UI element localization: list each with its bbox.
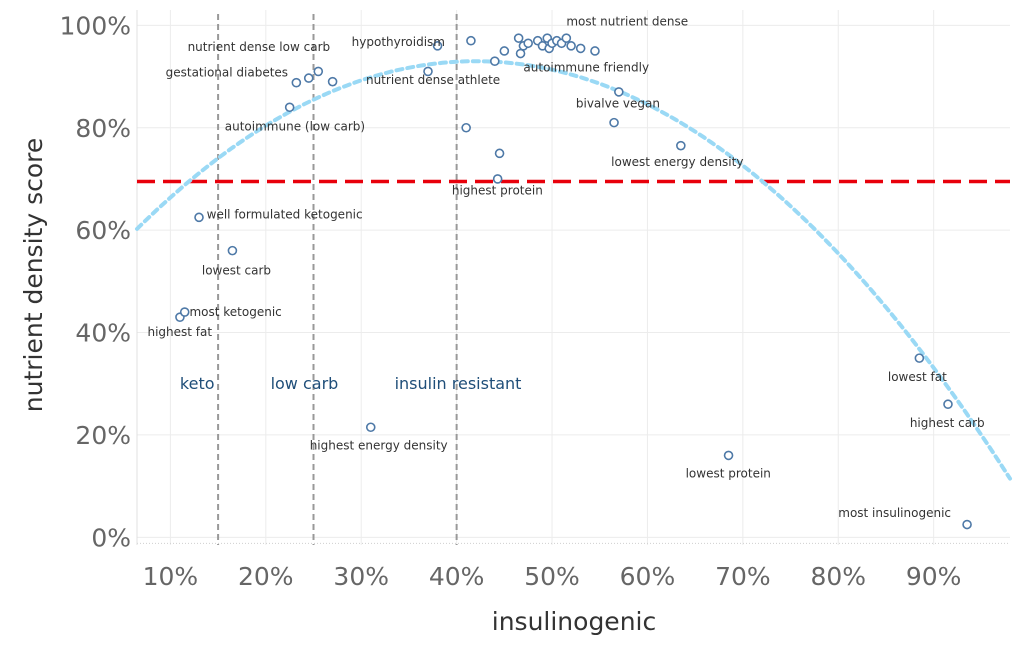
x-tick-label: 80% xyxy=(810,562,866,591)
zone-labels: keto low carb insulin resistant xyxy=(180,374,522,393)
zone-divider-lines xyxy=(217,14,458,545)
axis-ticks: 0% 20% 40% 60% 80% 100% 10% 20% 30% 40% 50% 60% 70% 8… xyxy=(60,11,962,591)
point-label: highest carb xyxy=(910,416,985,430)
point-label: most nutrient dense xyxy=(566,14,688,28)
zone-label: keto xyxy=(180,374,215,393)
data-point xyxy=(365,422,376,433)
point-label: autoimmune friendly xyxy=(523,60,649,74)
point-label: autoimmune (low carb) xyxy=(225,119,365,133)
point-label: lowest energy density xyxy=(611,155,743,169)
x-tick-label: 60% xyxy=(620,562,676,591)
data-points xyxy=(175,33,972,530)
point-label: lowest protein xyxy=(686,466,771,480)
x-tick-label: 40% xyxy=(429,562,485,591)
data-point xyxy=(561,33,572,43)
data-point xyxy=(962,519,972,530)
data-point xyxy=(227,245,238,256)
zone-label: low carb xyxy=(271,374,339,393)
gridlines xyxy=(136,10,1010,545)
trend-curve xyxy=(135,59,1012,481)
point-label: lowest fat xyxy=(888,370,947,384)
data-point xyxy=(513,33,524,43)
point-label: highest protein xyxy=(452,183,543,197)
data-point xyxy=(291,77,302,88)
x-tick-label: 90% xyxy=(906,562,962,591)
data-point xyxy=(492,174,503,184)
data-point xyxy=(327,76,338,87)
data-point xyxy=(303,73,314,83)
data-point xyxy=(466,35,476,46)
y-tick-label: 40% xyxy=(75,319,131,348)
point-label: nutrient dense athlete xyxy=(366,73,500,87)
data-point xyxy=(489,56,500,66)
point-label: well formulated ketogenic xyxy=(207,207,363,221)
data-point xyxy=(313,66,324,77)
data-point xyxy=(432,41,443,51)
point-label: most insulinogenic xyxy=(838,506,951,520)
y-tick-label: 60% xyxy=(75,216,131,245)
x-axis-title: insulinogenic xyxy=(492,607,656,636)
data-point xyxy=(614,87,624,97)
point-label: highest fat xyxy=(147,325,212,339)
data-point xyxy=(194,212,204,223)
x-tick-label: 30% xyxy=(333,562,389,591)
zone-label: insulin resistant xyxy=(395,374,522,393)
data-point xyxy=(723,450,734,461)
point-label: lowest carb xyxy=(202,264,271,278)
x-tick-label: 20% xyxy=(238,562,294,591)
x-tick-label: 10% xyxy=(143,562,199,591)
data-point xyxy=(943,399,953,410)
point-label: bivalve vegan xyxy=(576,96,660,110)
data-point xyxy=(609,117,619,128)
data-point xyxy=(590,46,600,56)
x-tick-label: 50% xyxy=(524,562,580,591)
point-label: highest energy density xyxy=(310,438,448,452)
point-label: gestational diabetes xyxy=(166,66,288,80)
data-point xyxy=(461,122,471,133)
y-tick-label: 80% xyxy=(75,114,131,143)
data-point xyxy=(423,66,433,77)
data-point xyxy=(566,41,576,51)
data-point xyxy=(676,140,686,151)
point-label: hypothyroidism xyxy=(352,35,445,49)
data-point xyxy=(494,148,505,159)
data-point xyxy=(914,353,925,363)
y-tick-label: 100% xyxy=(60,11,131,40)
point-label: nutrient dense low carb xyxy=(188,40,331,54)
data-point xyxy=(499,46,510,56)
y-tick-label: 20% xyxy=(75,421,131,450)
x-tick-label: 70% xyxy=(715,562,771,591)
data-point xyxy=(515,48,526,59)
point-label: most ketogenic xyxy=(189,305,281,319)
y-tick-label: 0% xyxy=(91,523,131,552)
data-point xyxy=(575,43,586,54)
data-point xyxy=(284,102,295,113)
point-labels: most nutrient dense nutrient dense low ca… xyxy=(147,14,984,519)
data-point xyxy=(523,38,533,49)
trend-curve-group xyxy=(135,59,1012,481)
data-point xyxy=(179,307,190,317)
y-axis-title: nutrient density score xyxy=(19,138,48,412)
